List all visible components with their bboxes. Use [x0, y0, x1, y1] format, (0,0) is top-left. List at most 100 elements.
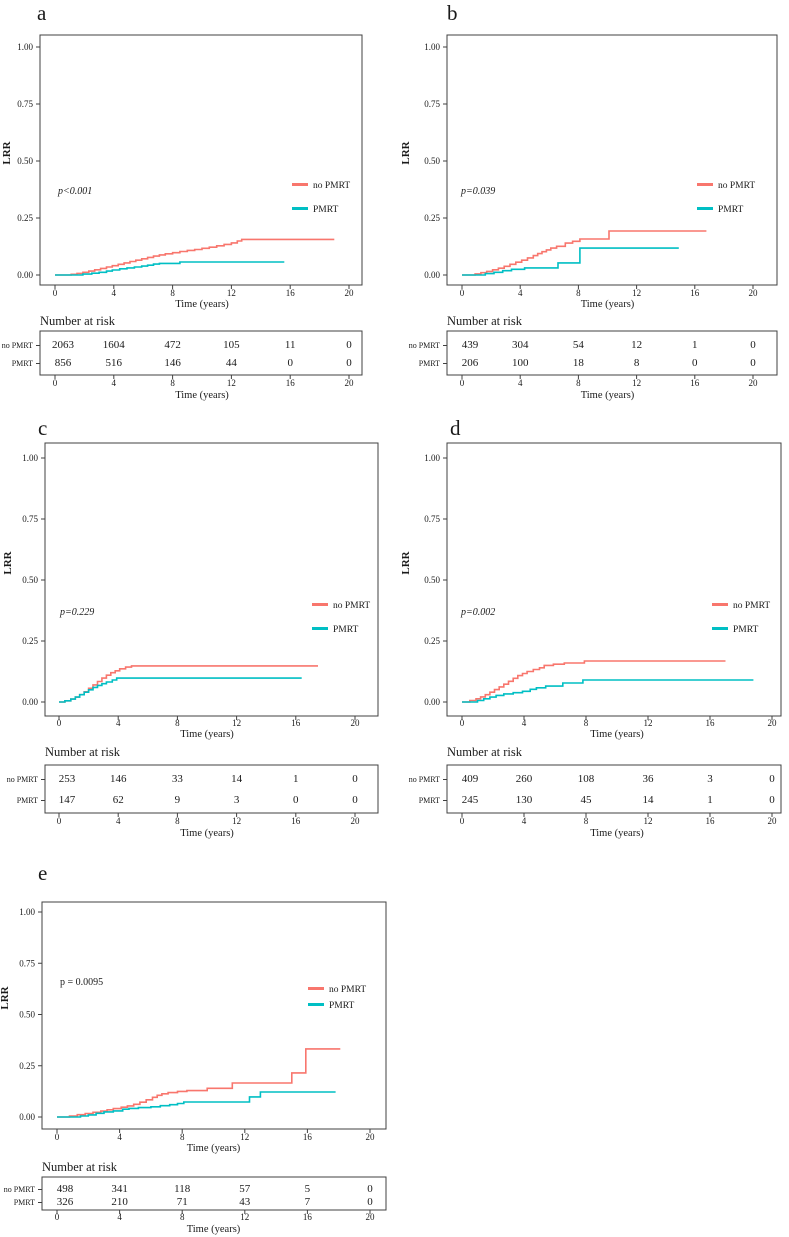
risk-x-axis-title: Time (years) — [175, 390, 229, 401]
risk-x-axis-title: Time (years) — [180, 828, 234, 839]
panel-letter: e — [38, 861, 47, 885]
x-axis-tick-label: 12 — [240, 1132, 249, 1142]
curve-no-pmrt — [462, 230, 707, 276]
risk-value: 0 — [293, 794, 299, 806]
risk-value: 1604 — [103, 339, 126, 351]
risk-row-label-pmrt: PMRT — [12, 359, 33, 368]
y-axis-tick-label: 1.00 — [19, 907, 35, 917]
risk-x-axis-tick-label: 16 — [690, 378, 700, 388]
risk-row-label-no-pmrt: no PMRT — [409, 341, 440, 350]
x-axis-tick-label: 16 — [706, 718, 716, 728]
legend-label-pmrt: PMRT — [333, 625, 358, 635]
x-axis-title: Time (years) — [581, 299, 635, 310]
risk-x-axis-title: Time (years) — [590, 828, 644, 839]
risk-value: 0 — [352, 773, 358, 785]
risk-value: 147 — [59, 794, 76, 806]
risk-value: 3 — [707, 773, 713, 785]
x-axis-title: Time (years) — [590, 729, 644, 740]
risk-x-axis-tick-label: 8 — [170, 378, 175, 388]
curve-pmrt — [462, 247, 679, 276]
risk-value: 100 — [512, 357, 529, 369]
x-axis-tick-label: 8 — [175, 718, 180, 728]
x-axis-tick-label: 0 — [57, 718, 62, 728]
curve-pmrt — [57, 1091, 336, 1118]
risk-table-title: Number at risk — [45, 745, 121, 759]
p-value-label: p=0.229 — [59, 607, 94, 618]
risk-value: 409 — [462, 773, 479, 785]
risk-x-axis-tick-label: 16 — [706, 816, 716, 826]
risk-value: 856 — [55, 357, 72, 369]
risk-x-axis-tick-label: 0 — [53, 378, 58, 388]
risk-x-axis-tick-label: 4 — [522, 816, 527, 826]
risk-row-label-no-pmrt: no PMRT — [2, 341, 33, 350]
risk-x-axis-tick-label: 0 — [55, 1212, 60, 1222]
risk-value: 45 — [581, 794, 593, 806]
risk-value: 8 — [634, 357, 640, 369]
risk-row-label-pmrt: PMRT — [14, 1198, 35, 1207]
y-axis-tick-label: 1.00 — [17, 42, 33, 52]
risk-value: 304 — [512, 339, 529, 351]
legend-label-no-pmrt: no PMRT — [718, 181, 755, 191]
risk-row-label-no-pmrt: no PMRT — [7, 775, 38, 784]
risk-x-axis-tick-label: 8 — [584, 816, 589, 826]
panel-b: b 0.00 0.25 0.50 0.75 1.00 0 4 8 12 16 20 Time (year… — [400, 1, 778, 401]
x-axis-tick-label: 20 — [768, 718, 778, 728]
risk-table-border — [446, 764, 782, 814]
risk-x-axis-tick-label: 8 — [576, 378, 581, 388]
y-axis-tick-label: 1.00 — [22, 453, 38, 463]
risk-value: 0 — [287, 357, 293, 369]
legend-label-no-pmrt: no PMRT — [313, 181, 350, 191]
risk-value: 0 — [346, 339, 352, 351]
risk-value: 326 — [57, 1196, 74, 1208]
x-axis-tick-label: 0 — [460, 718, 465, 728]
risk-value: 43 — [239, 1196, 251, 1208]
y-axis-tick-label: 0.50 — [19, 1010, 35, 1020]
x-axis-tick-label: 4 — [518, 288, 523, 298]
y-axis-tick-label: 1.00 — [424, 453, 440, 463]
risk-value: 7 — [305, 1196, 311, 1208]
x-axis-title: Time (years) — [187, 1143, 241, 1154]
risk-value: 57 — [239, 1183, 251, 1195]
risk-value: 108 — [578, 773, 595, 785]
x-axis-tick-label: 8 — [576, 288, 581, 298]
risk-x-axis-tick-label: 20 — [366, 1212, 376, 1222]
x-axis-tick-label: 12 — [644, 718, 653, 728]
panel-letter: b — [447, 1, 458, 25]
risk-x-axis-tick-label: 0 — [460, 816, 465, 826]
risk-x-axis-tick-label: 12 — [227, 378, 236, 388]
legend-label-no-pmrt: no PMRT — [333, 601, 370, 611]
risk-x-axis-tick-label: 20 — [345, 378, 355, 388]
y-axis-tick-label: 0.75 — [19, 958, 35, 968]
risk-x-axis-tick-label: 4 — [112, 378, 117, 388]
y-axis-tick-label: 0.00 — [424, 697, 440, 707]
x-axis-tick-label: 12 — [232, 718, 241, 728]
risk-x-axis-tick-label: 8 — [180, 1212, 185, 1222]
x-axis-tick-label: 0 — [55, 1132, 60, 1142]
risk-x-axis-tick-label: 4 — [116, 816, 121, 826]
y-axis-tick-label: 0.75 — [424, 514, 440, 524]
risk-x-axis-tick-label: 12 — [632, 378, 641, 388]
risk-value: 498 — [57, 1183, 74, 1195]
panel-letter: d — [450, 416, 461, 440]
risk-x-axis-tick-label: 16 — [286, 378, 296, 388]
x-axis-title: Time (years) — [180, 729, 234, 740]
y-axis-tick-label: 0.25 — [424, 636, 440, 646]
x-axis-tick-label: 8 — [584, 718, 589, 728]
x-axis-tick-label: 20 — [366, 1132, 376, 1142]
y-axis-tick-label: 0.25 — [22, 636, 38, 646]
risk-value: 1 — [293, 773, 299, 785]
risk-table-title: Number at risk — [447, 745, 523, 759]
risk-value: 210 — [111, 1196, 128, 1208]
x-axis-tick-label: 4 — [522, 718, 527, 728]
legend-label-pmrt: PMRT — [329, 1001, 354, 1011]
risk-value: 245 — [462, 794, 479, 806]
risk-value: 146 — [110, 773, 127, 785]
risk-x-axis-title: Time (years) — [187, 1224, 241, 1235]
panel-d: d 0.00 0.25 0.50 0.75 1.00 0 4 8 12 16 20 Time (year… — [400, 416, 782, 839]
risk-value: 472 — [164, 339, 181, 351]
plot-border — [39, 34, 363, 286]
risk-table-border — [446, 330, 778, 376]
risk-value: 71 — [177, 1196, 188, 1208]
risk-row-label-pmrt: PMRT — [419, 359, 440, 368]
risk-x-axis-tick-label: 20 — [749, 378, 759, 388]
